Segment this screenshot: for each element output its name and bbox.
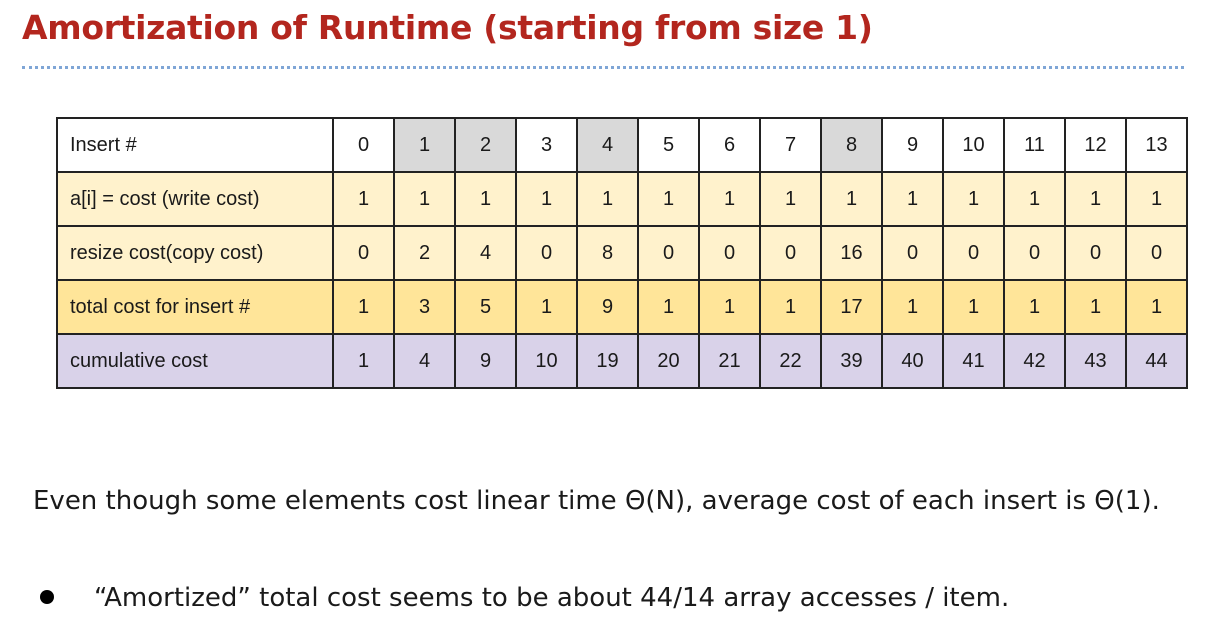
table-cell: 0	[759, 225, 822, 281]
table-cell: 1	[942, 171, 1005, 227]
table-cell: 16	[820, 225, 883, 281]
table-cell: 1	[698, 171, 761, 227]
table-cell: 6	[698, 117, 761, 173]
bullet-icon	[40, 589, 54, 604]
table-row-total-cost: total cost for insert # 1 3 5 1 9 1 1 1 …	[56, 279, 1188, 335]
table-cell: 1	[1125, 279, 1188, 335]
bullet-item: “Amortized” total cost seems to be about…	[40, 578, 1009, 618]
bullet-text: “Amortized” total cost seems to be about…	[94, 583, 1010, 613]
table-cell: 0	[515, 225, 578, 281]
table-cell: 9	[454, 333, 517, 389]
table-cell: 5	[454, 279, 517, 335]
row-label: a[i] = cost (write cost)	[56, 171, 334, 227]
table-cell: 0	[1064, 225, 1127, 281]
row-label: Insert #	[56, 117, 334, 173]
table-cell: 1	[515, 279, 578, 335]
table-cell: 41	[942, 333, 1005, 389]
table-cell: 44	[1125, 333, 1188, 389]
table-cell: 8	[576, 225, 639, 281]
table-cell: 0	[1125, 225, 1188, 281]
table-cell: 43	[1064, 333, 1127, 389]
table-cell: 0	[637, 225, 700, 281]
table-row-insert-number: Insert # 0 1 2 3 4 5 6 7 8 9 10 11 12 13	[56, 117, 1188, 173]
table-cell: 1	[576, 171, 639, 227]
table-cell: 1	[1064, 171, 1127, 227]
table-cell: 1	[515, 171, 578, 227]
table-cell: 1	[759, 171, 822, 227]
table-cell: 21	[698, 333, 761, 389]
table-cell: 1	[820, 171, 883, 227]
amortization-table: Insert # 0 1 2 3 4 5 6 7 8 9 10 11 12 13…	[56, 117, 1188, 389]
table-cell-highlighted: 2	[454, 117, 517, 173]
table-cell: 1	[1003, 279, 1066, 335]
table-cell: 0	[881, 225, 944, 281]
table-row-resize-cost: resize cost(copy cost) 0 2 4 0 8 0 0 0 1…	[56, 225, 1188, 281]
table-cell: 1	[393, 171, 456, 227]
table-cell: 1	[881, 171, 944, 227]
table-cell: 1	[637, 171, 700, 227]
table-cell: 19	[576, 333, 639, 389]
table-cell: 0	[332, 117, 395, 173]
table-cell: 1	[332, 279, 395, 335]
row-label: resize cost(copy cost)	[56, 225, 334, 281]
table-cell: 1	[1003, 171, 1066, 227]
table-cell: 39	[820, 333, 883, 389]
table-cell: 1	[332, 171, 395, 227]
table-cell: 3	[515, 117, 578, 173]
table-cell: 1	[881, 279, 944, 335]
table-cell-highlighted: 4	[576, 117, 639, 173]
table-cell: 1	[759, 279, 822, 335]
table-cell: 1	[1125, 171, 1188, 227]
table-cell: 22	[759, 333, 822, 389]
table-cell: 1	[637, 279, 700, 335]
table-cell: 0	[1003, 225, 1066, 281]
table-cell: 1	[698, 279, 761, 335]
table-cell: 4	[393, 333, 456, 389]
table-cell: 42	[1003, 333, 1066, 389]
table-cell: 4	[454, 225, 517, 281]
table-cell-highlighted: 1	[393, 117, 456, 173]
summary-paragraph: Even though some elements cost linear ti…	[33, 486, 1160, 516]
row-label: cumulative cost	[56, 333, 334, 389]
slide-title: Amortization of Runtime (starting from s…	[22, 8, 873, 47]
table-cell: 3	[393, 279, 456, 335]
table-cell: 10	[942, 117, 1005, 173]
title-divider	[22, 66, 1184, 69]
table-cell: 9	[881, 117, 944, 173]
table-cell: 1	[1064, 279, 1127, 335]
table-cell: 12	[1064, 117, 1127, 173]
table-cell: 2	[393, 225, 456, 281]
table-cell: 9	[576, 279, 639, 335]
table-cell: 0	[942, 225, 1005, 281]
table-cell: 0	[698, 225, 761, 281]
table-cell: 0	[332, 225, 395, 281]
table-cell: 11	[1003, 117, 1066, 173]
table-cell: 17	[820, 279, 883, 335]
table-row-write-cost: a[i] = cost (write cost) 1 1 1 1 1 1 1 1…	[56, 171, 1188, 227]
table-cell: 7	[759, 117, 822, 173]
table-cell: 40	[881, 333, 944, 389]
table-cell: 5	[637, 117, 700, 173]
table-cell: 1	[454, 171, 517, 227]
table-cell: 1	[942, 279, 1005, 335]
table-cell: 13	[1125, 117, 1188, 173]
table-cell: 20	[637, 333, 700, 389]
table-cell-highlighted: 8	[820, 117, 883, 173]
row-label: total cost for insert #	[56, 279, 334, 335]
table-cell: 1	[332, 333, 395, 389]
table-cell: 10	[515, 333, 578, 389]
table-row-cumulative-cost: cumulative cost 1 4 9 10 19 20 21 22 39 …	[56, 333, 1188, 389]
